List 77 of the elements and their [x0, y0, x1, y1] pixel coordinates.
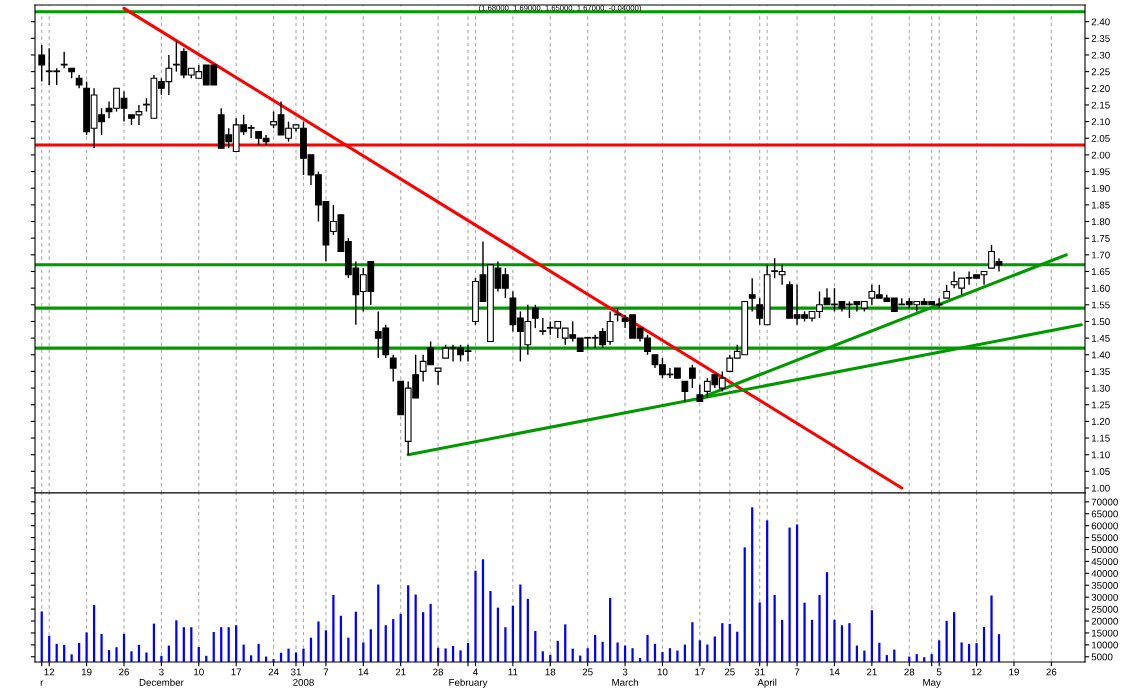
y-tick-label: 1.15 [1091, 434, 1110, 442]
x-tick-label: 17 [231, 668, 242, 676]
y-tick-label: 1.90 [1091, 184, 1110, 192]
y-tick-label: 2.00 [1091, 151, 1110, 159]
y-tick-label: 2.40 [1091, 18, 1110, 26]
x-tick-label: 3 March [612, 668, 638, 686]
y-tick-label: 1.75 [1091, 235, 1110, 242]
x-tick-label: 7 [794, 668, 800, 676]
x-tick-label: 19 [1009, 668, 1019, 676]
y-tick-label: 65000 [1091, 510, 1118, 518]
y-tick-label: 5000 [1091, 653, 1113, 661]
y-tick-label: 1.55 [1091, 301, 1110, 309]
y-tick-label: 60000 [1091, 522, 1118, 530]
y-tick-label: 2.20 [1091, 85, 1110, 92]
x-tick-label: May [923, 679, 941, 688]
y-tick-label: 2.15 [1091, 101, 1110, 109]
x-tick-label: 31 [290, 668, 301, 676]
x-tick-label: r [40, 680, 44, 686]
y-tick-label: 1.60 [1091, 284, 1110, 292]
x-tick-label: 31 [754, 668, 765, 676]
x-tick-label: 12 [44, 668, 55, 676]
x-tick-label: 26 [119, 668, 129, 676]
y-tick-label: 1.50 [1091, 318, 1110, 326]
y-tick-label: 1.05 [1091, 468, 1110, 475]
y-tick-label: 15000 [1091, 629, 1118, 637]
y-tick-label: 1.35 [1091, 368, 1110, 376]
x-tick-label: 12 [971, 668, 982, 676]
y-tick-label: 1.30 [1091, 384, 1110, 392]
x-tick-label: 25 [724, 668, 735, 676]
x-tick-label: February [449, 678, 488, 688]
x-tick-label: 14 [829, 668, 840, 676]
x-tick-label: 11 [508, 668, 518, 676]
y-tick-label: 1.85 [1091, 201, 1110, 209]
y-tick-label: 45000 [1091, 558, 1118, 566]
y-tick-label: 1.25 [1091, 401, 1110, 409]
y-tick-label: 2.10 [1091, 118, 1110, 126]
y-tick-label: 70000 [1091, 498, 1118, 506]
y-tick-label: 50000 [1091, 546, 1118, 554]
x-tick-label: 10 [657, 668, 668, 676]
y-tick-label: 1.70 [1091, 251, 1110, 259]
x-tick-label: 4 [473, 668, 478, 676]
y-tick-label: 55000 [1091, 534, 1118, 542]
y-tick-label: 10000 [1091, 641, 1118, 649]
y-tick-label: 1.80 [1091, 218, 1110, 226]
y-tick-label: 1.20 [1091, 418, 1110, 425]
x-tick-label: 2008 [293, 678, 314, 686]
x-tick-label: 28 [433, 668, 444, 676]
y-tick-label: 20000 [1091, 617, 1118, 625]
x-tick-label: 28 [904, 668, 915, 676]
y-tick-label: 1.95 [1091, 168, 1110, 176]
x-tick-label: 17 [695, 668, 705, 676]
y-tick-label: 2.25 [1091, 68, 1110, 76]
x-tick-label: 14 [358, 668, 369, 676]
x-tick-label: 18 [545, 668, 556, 676]
x-tick-label: 24 [268, 668, 279, 676]
y-tick-label: 2.05 [1091, 134, 1110, 142]
y-tick-label: 2.35 [1091, 35, 1110, 42]
x-tick-label: 5 [936, 668, 942, 676]
x-tick-label: April [757, 678, 777, 688]
x-tick-label: 10 [194, 668, 204, 676]
x-tick-label: 25 [582, 668, 593, 676]
x-tick-label: 21 [866, 668, 877, 676]
x-tick-label: 19 [81, 668, 92, 676]
y-tick-label: 1.10 [1091, 451, 1110, 459]
y-tick-label: 35000 [1091, 581, 1118, 589]
y-tick-label: 1.00 [1091, 484, 1110, 492]
y-tick-label: 1.45 [1091, 334, 1110, 342]
x-tick-label: 7 [323, 668, 329, 676]
y-tick-label: 25000 [1091, 605, 1118, 613]
x-tick-label: 21 [395, 668, 406, 676]
y-tick-label: 40000 [1091, 570, 1118, 577]
x-tick-label: 26 [1046, 668, 1057, 676]
y-tick-label: 2.30 [1091, 51, 1110, 59]
y-tick-label: 1.40 [1091, 351, 1110, 359]
y-tick-label: 1.65 [1091, 268, 1110, 276]
y-tick-label: 30000 [1091, 593, 1118, 601]
x-tick-label: 3 December [139, 668, 184, 686]
